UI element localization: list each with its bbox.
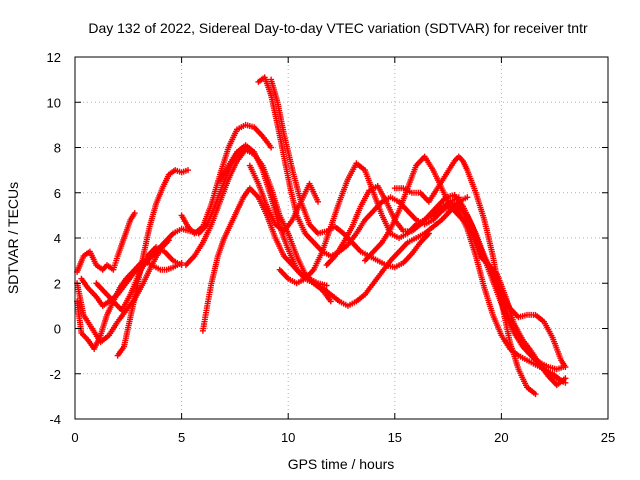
- y-tick-label: 0: [54, 322, 61, 337]
- data-series-arc15: [323, 183, 567, 373]
- data-series-arc19: [460, 207, 569, 389]
- y-tick-label: 6: [54, 186, 61, 201]
- plot-frame: [74, 56, 609, 420]
- y-tick-label: 12: [47, 50, 61, 65]
- data-series-arc7: [178, 121, 275, 237]
- y-tick-label: -4: [49, 412, 61, 427]
- data-series-group: [74, 74, 569, 398]
- x-tick-label: 0: [71, 430, 78, 445]
- x-tick-label: 10: [281, 430, 295, 445]
- y-tick-label: 2: [54, 276, 61, 291]
- x-tick-label: 25: [601, 430, 615, 445]
- x-axis-label: GPS time / hours: [288, 456, 395, 472]
- x-tick-label: 15: [388, 430, 402, 445]
- y-tick-label: 10: [47, 95, 61, 110]
- x-tick-label: 5: [178, 430, 185, 445]
- data-series-arc17: [391, 153, 539, 398]
- y-tick-label: 8: [54, 141, 61, 156]
- data-series-arc20: [93, 244, 185, 314]
- data-series-arc1: [74, 210, 138, 275]
- grid-lines: [75, 57, 608, 419]
- y-tick-label: -2: [49, 367, 61, 382]
- y-tick-label: 4: [54, 231, 61, 246]
- chart-title: Day 132 of 2022, Sidereal Day-to-day VTE…: [88, 20, 588, 36]
- x-tick-label: 20: [494, 430, 508, 445]
- y-axis-ticks: -4 -2 0 2 4 6 8 10 12: [47, 50, 608, 427]
- data-series-arc12: [268, 76, 432, 271]
- y-axis-label: SDTVAR / TECUs: [5, 182, 21, 294]
- data-series-arc13: [246, 162, 321, 235]
- x-axis-ticks: 0 5 10 15 20 25: [71, 57, 615, 445]
